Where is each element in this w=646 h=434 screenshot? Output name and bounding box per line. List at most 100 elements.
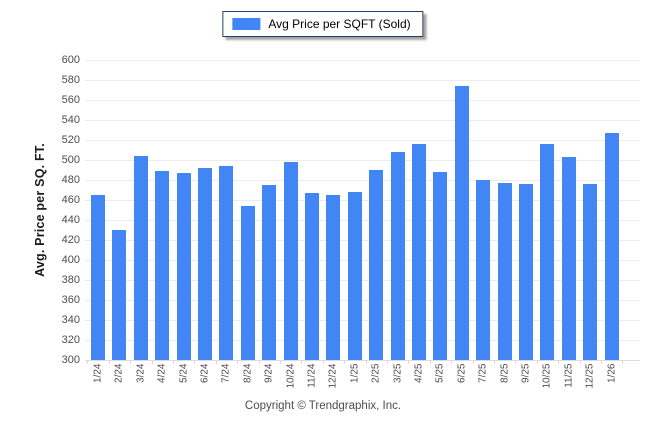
bar-2/25 — [369, 170, 384, 360]
x-tick-label-5/25: 5/25 — [434, 363, 446, 383]
x-tick-label-11/25: 11/25 — [563, 363, 575, 388]
bar-1/24 — [91, 195, 105, 360]
y-tick-label-500: 500 — [61, 154, 80, 166]
bar-10/24 — [283, 162, 298, 360]
x-tick-label-5/24: 5/24 — [178, 363, 190, 383]
bar-4/25 — [412, 144, 426, 360]
bar-6/25 — [454, 86, 469, 360]
gridline-580 — [85, 79, 640, 81]
x-axis-tickmark — [237, 360, 239, 364]
y-tick-label-540: 540 — [61, 114, 80, 126]
gridline-460 — [85, 199, 640, 201]
x-axis-tickmark — [344, 360, 346, 364]
bar-7/25 — [476, 180, 491, 360]
bar-5/24 — [176, 173, 191, 360]
bar-9/24 — [262, 185, 277, 360]
x-tick-label-2/24: 2/24 — [113, 363, 125, 383]
bar-11/24 — [305, 193, 319, 360]
x-axis-tickmark — [408, 360, 410, 364]
x-axis-tickmark — [279, 360, 281, 364]
bar-6/24 — [198, 168, 212, 360]
y-tick-label-340: 340 — [61, 314, 80, 326]
x-axis-tickmark — [151, 360, 153, 364]
bar-1/25 — [347, 192, 362, 360]
y-tick-label-420: 420 — [61, 234, 80, 246]
y-tick-label-360: 360 — [61, 294, 80, 306]
y-tick-label-580: 580 — [61, 74, 80, 86]
bar-4/24 — [155, 171, 170, 360]
x-axis-tickmark — [493, 360, 495, 364]
gridline-500 — [85, 159, 640, 161]
x-tick-label-10/24: 10/24 — [285, 363, 297, 389]
x-axis-tickmark — [429, 360, 431, 364]
x-axis-tickmark — [301, 360, 303, 364]
x-axis-tickmark — [472, 360, 474, 364]
x-tick-label-7/25: 7/25 — [477, 363, 489, 383]
y-tick-label-520: 520 — [61, 134, 80, 146]
gridline-520 — [85, 139, 640, 141]
x-axis-tickmark — [600, 360, 602, 364]
x-tick-label-4/24: 4/24 — [156, 363, 168, 383]
x-tick-label-11/24: 11/24 — [306, 363, 318, 388]
gridline-300 — [85, 360, 640, 361]
x-axis-tickmark — [108, 360, 110, 364]
bar-7/24 — [219, 166, 234, 360]
bar-12/24 — [326, 195, 341, 360]
gridline-420 — [85, 239, 640, 241]
y-tick-label-460: 460 — [61, 194, 80, 206]
bar-2/24 — [112, 230, 127, 360]
bar-3/25 — [390, 152, 405, 360]
x-axis-tickmark — [622, 360, 624, 364]
x-tick-label-12/24: 12/24 — [327, 363, 339, 389]
gridline-340 — [85, 319, 640, 321]
x-axis-tickmark — [536, 360, 538, 364]
x-tick-label-6/24: 6/24 — [199, 363, 211, 383]
x-axis-tickmark — [172, 360, 174, 364]
x-axis-tickmark — [130, 360, 132, 364]
x-tick-label-4/25: 4/25 — [413, 363, 425, 383]
x-axis-tickmark — [558, 360, 560, 364]
x-axis-tickmark — [194, 360, 196, 364]
legend-label: Avg Price per SQFT (Sold) — [268, 17, 411, 31]
gridline-480 — [85, 179, 640, 181]
gridline-360 — [85, 299, 640, 301]
y-tick-label-480: 480 — [61, 174, 80, 186]
bar-10/25 — [540, 144, 555, 360]
x-axis-tickmark — [386, 360, 388, 364]
x-axis-tickmark — [322, 360, 324, 364]
x-tick-label-12/25: 12/25 — [584, 363, 596, 389]
x-tick-label-1/24: 1/24 — [92, 363, 104, 383]
x-axis-tickmark — [258, 360, 260, 364]
gridline-400 — [85, 259, 640, 261]
bar-8/25 — [497, 183, 512, 360]
x-tick-label-2/25: 2/25 — [370, 363, 382, 383]
y-tick-label-600: 600 — [61, 54, 80, 66]
x-tick-label-7/24: 7/24 — [220, 363, 232, 383]
y-tick-label-320: 320 — [61, 334, 80, 346]
gridline-320 — [85, 339, 640, 341]
copyright-text: Copyright © Trendgraphix, Inc. — [244, 400, 402, 412]
bar-5/25 — [433, 172, 448, 360]
bar-3/24 — [133, 156, 148, 360]
x-tick-label-6/25: 6/25 — [456, 363, 468, 383]
bar-8/24 — [240, 206, 255, 360]
bar-11/25 — [561, 157, 576, 360]
y-tick-label-400: 400 — [61, 254, 80, 266]
x-axis-tickmark — [215, 360, 217, 364]
x-tick-label-8/24: 8/24 — [242, 363, 254, 383]
legend-swatch — [232, 18, 261, 30]
y-tick-label-380: 380 — [61, 274, 80, 286]
x-axis-tickmark — [579, 360, 581, 364]
bar-9/25 — [519, 184, 533, 360]
y-tick-label-560: 560 — [61, 94, 80, 106]
gridline-440 — [85, 219, 640, 221]
x-tick-label-10/25: 10/25 — [541, 363, 553, 389]
gridline-560 — [85, 99, 640, 101]
x-tick-label-9/25: 9/25 — [520, 363, 532, 383]
bar-1/26 — [604, 133, 619, 360]
y-tick-label-300: 300 — [61, 354, 80, 366]
x-tick-label-1/25: 1/25 — [349, 363, 361, 383]
plot-area — [85, 59, 640, 361]
gridline-600 — [85, 59, 640, 61]
